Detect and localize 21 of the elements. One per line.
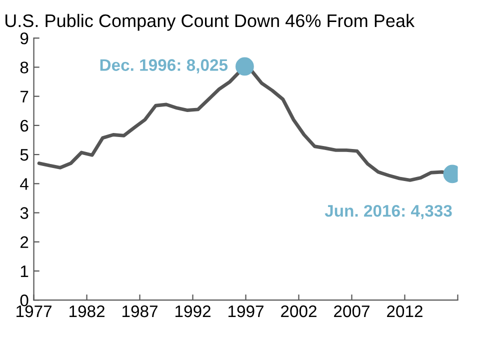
x-tick-label: 2007 (334, 305, 370, 318)
y-tick-label: 7 (20, 90, 28, 102)
x-tick-label: 1982 (70, 305, 104, 318)
x-tick-label: 1977 (16, 305, 52, 318)
chart-title: U.S. Public Company Count Down 46% From Peak (6, 14, 415, 31)
y-tick-label: 3 (20, 207, 28, 219)
x-tick-label: 2012 (387, 305, 422, 318)
y-tick-label: 2 (20, 236, 28, 248)
x-tick-label: 1997 (228, 305, 264, 318)
y-tick-label: 9 (20, 32, 28, 44)
y-tick-label: 0 (20, 294, 28, 306)
x-tick-label: 1987 (122, 305, 158, 318)
annotation: Jun. 2016: 4,333 (324, 204, 452, 220)
x-tick-label: 2002 (281, 305, 316, 318)
x-tick-label: 1992 (176, 305, 210, 318)
y-tick-label: 6 (20, 120, 28, 132)
y-tick-label: 4 (20, 178, 28, 190)
y-tick-label: 5 (20, 149, 28, 161)
y-tick-label: 1 (20, 266, 28, 278)
y-tick-label: 8 (20, 62, 28, 74)
annotation: Dec. 1996: 8,025 (100, 59, 228, 74)
